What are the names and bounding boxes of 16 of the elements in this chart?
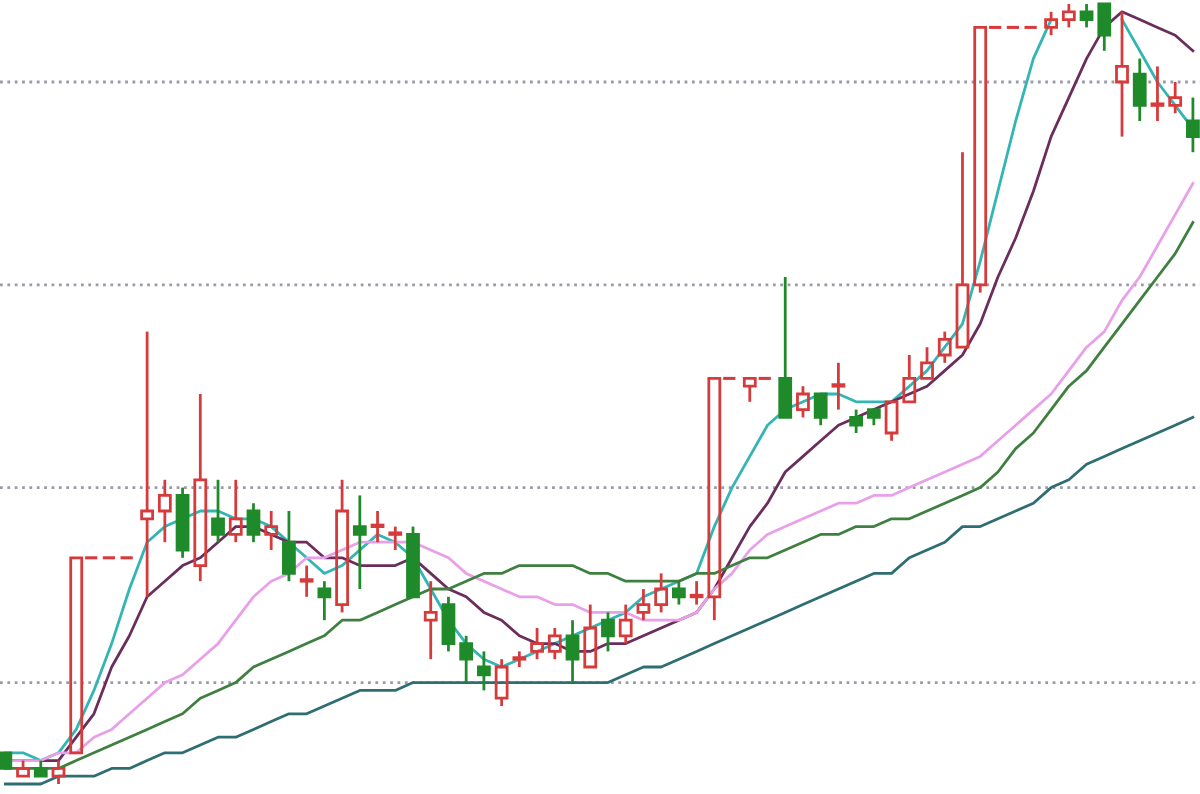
candlestick: [831, 361, 846, 411]
candlestick: [1115, 10, 1129, 138]
candlestick: [689, 579, 704, 606]
candlestick: [565, 618, 580, 684]
candlestick: [423, 579, 438, 661]
candlestick: [618, 603, 633, 645]
candlestick: [1150, 65, 1165, 123]
candlestick: [370, 509, 385, 544]
candlestick: [193, 392, 208, 583]
candlestick: [264, 509, 279, 552]
candlestick: [157, 478, 172, 544]
candlestick: [317, 579, 332, 622]
candlestick: [352, 494, 367, 591]
candlestick: [140, 330, 154, 599]
candlestick: [1132, 57, 1147, 123]
candlestick: [671, 579, 686, 606]
